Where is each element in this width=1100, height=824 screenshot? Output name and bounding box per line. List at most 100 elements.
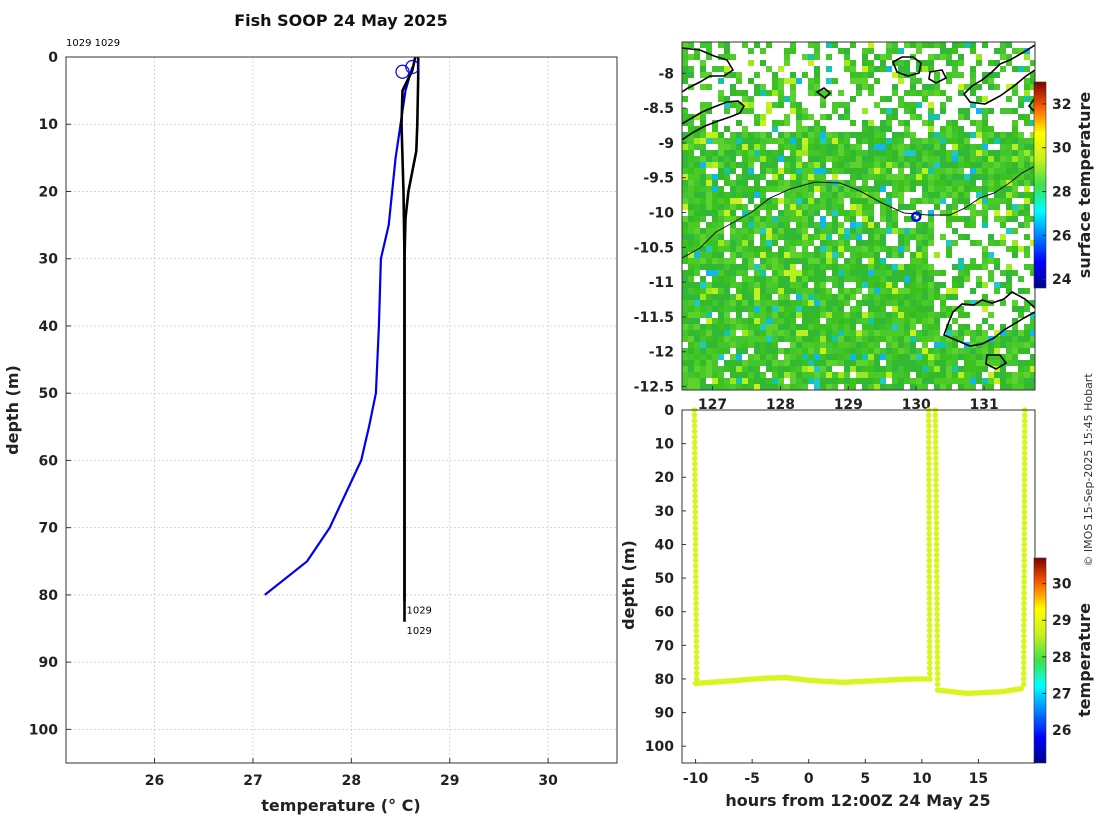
cast-point xyxy=(933,547,940,553)
sst-cell xyxy=(934,288,940,294)
sst-cell xyxy=(796,312,802,318)
sst-cell xyxy=(856,228,862,234)
sst-cell xyxy=(700,348,706,354)
sst-cell xyxy=(688,384,694,390)
sst-cell xyxy=(694,222,700,228)
sst-cell xyxy=(994,342,1000,348)
sst-cell xyxy=(784,234,790,240)
map-y-tick-label: -9.5 xyxy=(643,171,674,187)
sst-cell xyxy=(904,306,910,312)
sst-cell xyxy=(826,372,832,378)
sst-cell xyxy=(1030,132,1035,138)
sst-cell xyxy=(784,240,790,246)
sst-cell xyxy=(892,366,898,372)
cast-point xyxy=(933,493,939,499)
sst-cell xyxy=(826,192,832,198)
sst-cell xyxy=(820,144,826,150)
sst-cell xyxy=(928,300,934,306)
profile-x-tick-label: 29 xyxy=(440,773,459,789)
sst-cell xyxy=(1030,138,1035,144)
sst-cell xyxy=(814,294,820,300)
sst-cell xyxy=(700,234,706,240)
sst-cell xyxy=(1018,372,1024,378)
sst-cell xyxy=(826,360,832,366)
sst-cell xyxy=(802,180,808,186)
sst-cell xyxy=(1012,180,1018,186)
sst-cell xyxy=(952,372,958,378)
sst-cell xyxy=(892,48,898,54)
sst-cell xyxy=(814,66,820,72)
cast-point xyxy=(1021,482,1028,489)
sst-cell xyxy=(862,342,868,348)
sst-cell xyxy=(796,78,802,84)
sst-cell xyxy=(928,240,934,246)
sst-cell xyxy=(880,144,886,150)
sst-cell xyxy=(682,330,688,336)
sst-cell xyxy=(922,378,928,384)
sst-cell xyxy=(946,78,952,84)
sst-cell xyxy=(820,342,826,348)
sst-cell xyxy=(814,300,820,306)
cast-point xyxy=(1021,574,1027,580)
sst-cell xyxy=(1030,72,1035,78)
sst-cell xyxy=(802,168,808,174)
sst-cell xyxy=(760,342,766,348)
sst-cell xyxy=(856,336,862,342)
shelf-contour xyxy=(682,165,1035,259)
sst-cell xyxy=(712,186,718,192)
sst-cell xyxy=(712,216,718,222)
sst-cell xyxy=(874,354,880,360)
sst-cell xyxy=(832,306,838,312)
sst-cell xyxy=(910,324,916,330)
sst-cell xyxy=(868,90,874,96)
sst-cell xyxy=(838,330,844,336)
sst-cell xyxy=(874,264,880,270)
sst-cell xyxy=(922,174,928,180)
sst-cell xyxy=(706,372,712,378)
sst-cell xyxy=(850,264,856,270)
sst-cell xyxy=(1030,240,1035,246)
sst-cell xyxy=(904,300,910,306)
sst-cell xyxy=(892,378,898,384)
sst-cell xyxy=(862,60,868,66)
sst-cell xyxy=(772,138,778,144)
sst-cell xyxy=(772,336,778,342)
sst-cell xyxy=(832,102,838,108)
sst-cell xyxy=(760,228,766,234)
sst-cell xyxy=(754,222,760,228)
sst-cell xyxy=(790,240,796,246)
sst-cell xyxy=(988,108,994,114)
sst-cell xyxy=(814,318,820,324)
sst-cell xyxy=(928,126,934,132)
sst-cell xyxy=(892,288,898,294)
sst-cell xyxy=(730,360,736,366)
sst-cell xyxy=(982,318,988,324)
sst-cell xyxy=(766,150,772,156)
sst-cell xyxy=(706,294,712,300)
sst-cell xyxy=(898,312,904,318)
profile-y-tick-label: 100 xyxy=(29,722,58,738)
sst-cell xyxy=(766,246,772,252)
sst-cell xyxy=(994,198,1000,204)
sst-cell xyxy=(922,180,928,186)
sst-cell xyxy=(826,342,832,348)
sst-cell xyxy=(730,210,736,216)
sst-cell xyxy=(832,324,838,330)
sst-cell xyxy=(766,252,772,258)
sst-cell xyxy=(844,186,850,192)
sst-cell xyxy=(940,342,946,348)
sst-cell xyxy=(832,336,838,342)
sst-cell xyxy=(742,384,748,390)
sst-cell xyxy=(790,306,796,312)
sst-cell xyxy=(688,294,694,300)
sst-cell xyxy=(964,108,970,114)
cast-point xyxy=(926,611,933,618)
sst-cell xyxy=(922,336,928,342)
sst-cell xyxy=(724,294,730,300)
sst-cell xyxy=(928,108,934,114)
sst-cell xyxy=(982,246,988,252)
sst-cell xyxy=(868,300,874,306)
sst-cell xyxy=(940,102,946,108)
sst-cell xyxy=(736,192,742,198)
sst-cell xyxy=(940,234,946,240)
